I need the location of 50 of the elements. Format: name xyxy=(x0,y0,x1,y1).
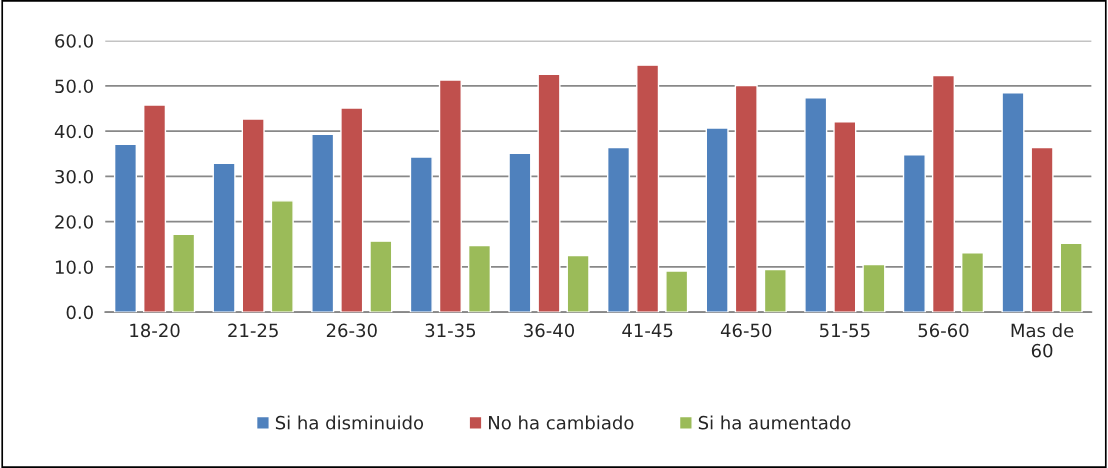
bar xyxy=(902,154,926,313)
y-tick-label: 30.0 xyxy=(55,169,93,184)
legend-label: No ha cambiado xyxy=(489,415,634,430)
x-tick-label: 21-25 xyxy=(228,323,278,338)
x-tick-label: 18-20 xyxy=(130,323,180,338)
x-tick-label: 36-40 xyxy=(524,323,575,338)
bar xyxy=(537,73,561,313)
x-tick-label: 46-50 xyxy=(720,323,772,338)
bar xyxy=(467,244,492,313)
bar xyxy=(409,156,433,313)
bar xyxy=(340,107,364,313)
x-tick-label: 41-45 xyxy=(622,323,673,338)
legend-label: Si ha disminuido xyxy=(275,415,424,430)
bar xyxy=(113,143,138,313)
x-tick-label: 31-35 xyxy=(425,323,476,338)
bar xyxy=(1030,146,1054,313)
bar xyxy=(636,64,660,313)
bar xyxy=(734,84,758,313)
y-tick-label: 50.0 xyxy=(55,79,93,94)
bar xyxy=(804,97,828,313)
bar xyxy=(566,254,590,313)
bar xyxy=(270,200,294,313)
bar xyxy=(606,146,631,313)
y-tick-label: 40.0 xyxy=(54,124,93,139)
bar xyxy=(241,118,265,313)
bar xyxy=(862,263,886,313)
bar xyxy=(961,252,985,313)
y-tick-label: 10.0 xyxy=(55,260,93,275)
x-tick-label: 56-60 xyxy=(918,323,969,338)
bar xyxy=(833,121,857,313)
bar xyxy=(931,74,956,313)
x-tick-label: 51-55 xyxy=(820,323,870,338)
x-tick-label: Mas de 60 xyxy=(1011,323,1074,358)
bar xyxy=(665,270,689,313)
x-tick-label: 26-30 xyxy=(326,323,377,338)
bar xyxy=(369,240,393,313)
bar xyxy=(1059,242,1083,313)
bar xyxy=(763,268,787,313)
bar xyxy=(438,79,462,313)
bar xyxy=(705,127,729,313)
bar xyxy=(311,133,335,313)
bar xyxy=(1001,92,1025,313)
y-tick-label: 0.0 xyxy=(66,305,93,320)
legend-label: Si ha aumentado xyxy=(698,415,851,430)
bar xyxy=(508,152,532,313)
y-tick-label: 20.0 xyxy=(55,215,93,229)
bar xyxy=(143,104,167,313)
bar xyxy=(212,162,236,313)
bar xyxy=(172,233,196,313)
y-tick-label: 60.0 xyxy=(55,34,93,48)
